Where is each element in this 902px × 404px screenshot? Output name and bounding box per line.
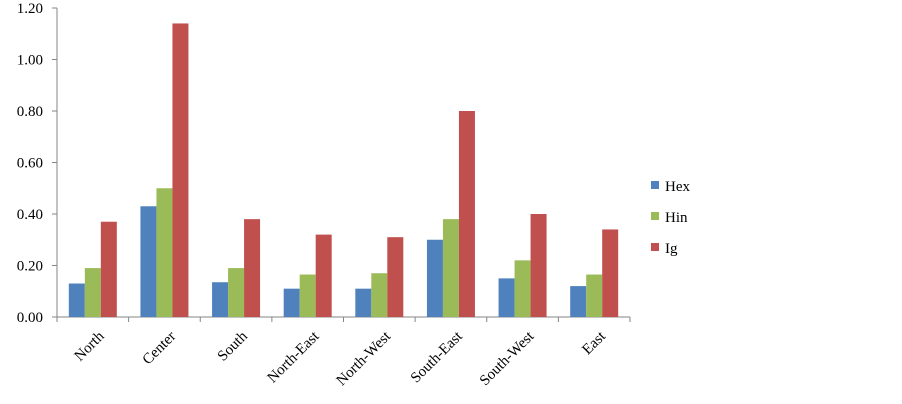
bar-ig-center — [172, 23, 189, 317]
y-tick-label: 0.40 — [17, 207, 43, 223]
bar-hin-north-east — [299, 274, 316, 317]
bar-hin-east — [586, 274, 603, 317]
x-category-label: South-East — [408, 328, 466, 386]
y-tick-label: 0.20 — [17, 259, 43, 275]
y-tick-label: 0.80 — [17, 104, 43, 120]
bar-hin-south-west — [514, 260, 531, 317]
legend-swatch-hex — [651, 181, 659, 189]
bar-hex-south-west — [498, 278, 515, 317]
bar-hin-center — [156, 188, 173, 317]
legend-label-hin: Hin — [665, 210, 688, 226]
y-tick-label: 0.00 — [17, 310, 43, 326]
bar-ig-south-east — [458, 111, 475, 317]
bar-hin-north-west — [371, 273, 388, 317]
bar-hin-south — [228, 268, 245, 317]
bar-hex-north-east — [283, 288, 300, 317]
bar-hex-north — [68, 283, 85, 317]
bar-ig-south-west — [530, 214, 547, 317]
bar-hex-north-west — [355, 288, 372, 317]
bar-ig-south — [244, 219, 261, 317]
x-axis: North Center South North-East North-West Sout… — [56, 316, 631, 389]
bar-hex-center — [140, 206, 157, 317]
y-tick-label: 1.00 — [17, 53, 43, 69]
x-category-label: Center — [140, 329, 180, 369]
legend-label-ig: Ig — [665, 241, 678, 257]
bar-ig-north-west — [387, 237, 404, 317]
x-category-label: South — [215, 328, 251, 364]
y-axis: 0.00 0.20 0.40 0.60 0.80 1.00 1.20 — [17, 1, 58, 326]
legend-label-hex: Hex — [665, 179, 690, 195]
bars — [68, 23, 619, 317]
x-category-label: South-West — [477, 328, 538, 389]
bar-hex-south — [212, 282, 229, 317]
x-category-label: North-West — [334, 328, 395, 389]
x-category-label: North — [72, 328, 108, 364]
x-category-label: North-East — [265, 328, 323, 386]
bar-ig-north-east — [315, 234, 332, 317]
y-tick-label: 0.60 — [17, 156, 43, 172]
bar-ig-north — [100, 221, 117, 317]
legend: Hex Hin Ig — [651, 179, 690, 257]
legend-swatch-ig — [651, 243, 659, 251]
y-tick-label: 1.20 — [17, 1, 43, 17]
bar-hex-south-east — [426, 239, 443, 317]
x-category-label: East — [579, 328, 609, 358]
bar-hin-north — [84, 268, 101, 317]
bar-ig-east — [602, 229, 619, 317]
bar-hin-south-east — [442, 219, 459, 317]
bar-hex-east — [570, 286, 587, 317]
legend-swatch-hin — [651, 212, 659, 220]
